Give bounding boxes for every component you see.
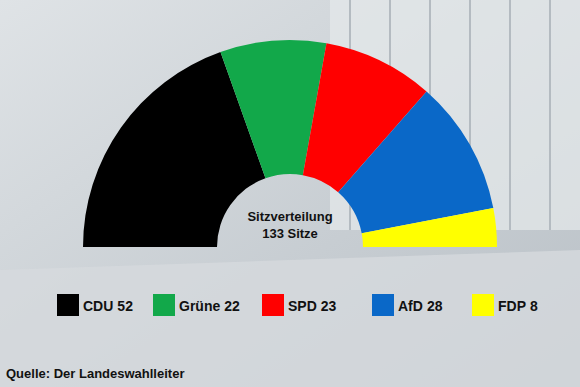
legend-name: Grüne [179, 298, 220, 314]
legend-label: Grüne22 [179, 298, 240, 314]
legend-name: AfD [398, 298, 423, 314]
legend-swatch [372, 294, 394, 316]
legend-label: SPD23 [288, 298, 337, 314]
legend-value: 52 [117, 298, 133, 314]
legend-swatch [472, 294, 494, 316]
legend-name: FDP [498, 298, 526, 314]
legend-name: SPD [288, 298, 317, 314]
background-ground [0, 250, 580, 387]
legend-value: 23 [321, 298, 337, 314]
legend-value: 28 [427, 298, 443, 314]
legend: CDU52 Grüne22 SPD23 AfD28 FDP8 [57, 294, 538, 316]
title: Sitzverteilung [247, 209, 332, 224]
legend-label: FDP8 [498, 298, 538, 314]
slice [338, 91, 493, 233]
legend-swatch [57, 294, 79, 316]
legend-label: CDU52 [83, 298, 133, 314]
legend-value: 22 [224, 298, 240, 314]
source: Quelle: Der Landeswahlleiter [6, 366, 184, 381]
legend-swatch [262, 294, 284, 316]
legend-value: 8 [530, 298, 538, 314]
legend-label: AfD28 [398, 298, 443, 314]
legend-swatch [153, 294, 175, 316]
background [0, 0, 580, 387]
background-line [549, 0, 551, 230]
slices [83, 40, 497, 247]
legend-name: CDU [83, 298, 113, 314]
background-line [509, 0, 511, 230]
chart: Sitzverteilung 133 Sitze CDU52 Grüne22 SPD23… [0, 0, 580, 387]
slice [362, 208, 497, 247]
background-fill [0, 0, 580, 387]
subtitle: 133 Sitze [262, 226, 318, 241]
